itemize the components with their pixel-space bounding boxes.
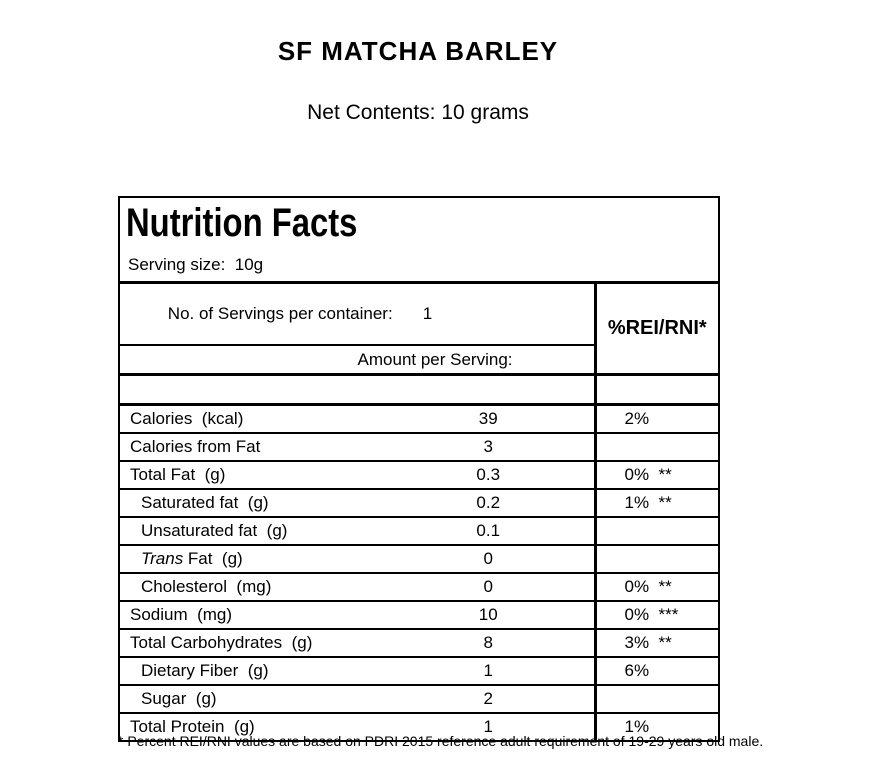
nutrient-row: Total Carbohydrates (g) 8 3% ** <box>119 629 720 658</box>
nutrient-pct-rei-rni: 2% <box>593 404 720 434</box>
nutrition-facts-heading: Nutrition Facts <box>126 201 358 245</box>
nutrient-row: Calories from Fat 3 <box>119 433 720 462</box>
spacer-cell-right <box>593 374 720 406</box>
nutrient-pct-rei-rni: 1% ** <box>593 489 720 518</box>
nutrient-pct-rei-rni: 0% ** <box>593 461 720 490</box>
amount-per-serving-row: Amount per Serving: <box>119 345 719 376</box>
nutrient-name: Saturated fat (g) <box>119 489 383 518</box>
nutrient-pct-rei-rni <box>593 433 720 462</box>
nutrient-amount: 2 <box>383 685 595 714</box>
nutrient-amount: 39 <box>383 404 595 434</box>
nutrient-amount: 8 <box>383 629 595 658</box>
footnote-text: * Percent REI/RNI values are based on PD… <box>118 733 764 749</box>
serving-size-text: Serving size: 10g <box>119 248 720 284</box>
nutrient-amount: 0 <box>383 545 595 574</box>
nutrient-row: Total Protein (g) 1 1% <box>119 713 720 742</box>
nutrition-rows: Calories (kcal) 39 2% Calories from Fat 3 Tot… <box>119 404 720 742</box>
net-contents-text: Net Contents: 10 grams <box>307 101 529 124</box>
nutrient-row: Sugar (g) 2 <box>119 685 720 714</box>
nutrient-name-italic-part: Trans <box>141 549 184 568</box>
nutrient-name: Calories (kcal) <box>119 404 383 434</box>
spacer-row <box>119 374 720 406</box>
nutrition-facts-heading-cell: Nutrition Facts <box>119 197 719 248</box>
nutrient-row: Trans Fat (g) 0 <box>119 545 720 574</box>
servings-per-container-value: 1 <box>422 304 433 323</box>
servings-per-container-row: No. of Servings per container: 1 %REI/RNI… <box>119 282 720 376</box>
nutrient-amount: 0.1 <box>383 517 595 546</box>
nutrient-row: Unsaturated fat (g) 0.1 <box>119 517 720 546</box>
servings-per-container-cell: No. of Servings per container: 1 <box>119 282 595 346</box>
serving-size-row: Serving size: 10g <box>119 248 720 284</box>
nutrient-pct-rei-rni: 1% <box>593 713 720 742</box>
nutrient-amount: 3 <box>383 433 595 462</box>
nutrition-header-rows: Nutrition Facts Serving size: 10g No. of… <box>119 197 720 406</box>
nutrient-name: Sugar (g) <box>119 685 383 714</box>
nutrient-amount: 0.2 <box>383 489 595 518</box>
nutrient-row: Sodium (mg) 10 0% *** <box>119 601 720 630</box>
amount-per-serving-header: Amount per Serving: <box>119 345 595 376</box>
nutrient-amount: 1 <box>383 657 595 686</box>
nutrient-amount: 1 <box>383 713 595 742</box>
nutrient-pct-rei-rni: 0% *** <box>593 601 720 630</box>
nutrient-pct-rei-rni <box>593 685 720 714</box>
nutrient-pct-rei-rni: 0% ** <box>593 573 720 602</box>
nutrient-pct-rei-rni <box>593 545 720 574</box>
nutrient-pct-rei-rni: 6% <box>593 657 720 686</box>
nutrient-name: Dietary Fiber (g) <box>119 657 383 686</box>
spacer-cell-left <box>119 374 595 406</box>
nutrient-row: Saturated fat (g) 0.2 1% ** <box>119 489 720 518</box>
product-title: SF MATCHA BARLEY <box>277 36 559 66</box>
nutrient-name: Total Fat (g) <box>119 461 383 490</box>
nutrient-pct-rei-rni <box>593 517 720 546</box>
nutrient-amount: 10 <box>383 601 595 630</box>
nutrient-row: Total Fat (g) 0.3 0% ** <box>119 461 720 490</box>
nutrient-name: Calories from Fat <box>119 433 383 462</box>
nutrient-name: Trans Fat (g) <box>119 545 383 574</box>
nutrient-row: Dietary Fiber (g) 1 6% <box>119 657 720 686</box>
nutrient-row: Calories (kcal) 39 2% <box>119 404 720 434</box>
nutrition-facts-heading-row: Nutrition Facts <box>119 197 719 248</box>
nutrient-name: Cholesterol (mg) <box>119 573 383 602</box>
nutrient-row: Cholesterol (mg) 0 0% ** <box>119 573 720 602</box>
pct-rei-rni-header: %REI/RNI* <box>593 282 720 376</box>
nutrition-facts-table: Nutrition Facts Serving size: 10g No. of… <box>118 196 721 742</box>
nutrient-name: Unsaturated fat (g) <box>119 517 383 546</box>
nutrient-amount: 0.3 <box>383 461 595 490</box>
nutrient-name: Sodium (mg) <box>119 601 383 630</box>
nutrient-pct-rei-rni: 3% ** <box>593 629 720 658</box>
nutrient-amount: 0 <box>383 573 595 602</box>
nutrient-name: Total Protein (g) <box>119 713 383 742</box>
servings-per-container-label: No. of Servings per container: <box>167 304 393 323</box>
nutrient-name: Total Carbohydrates (g) <box>119 629 383 658</box>
